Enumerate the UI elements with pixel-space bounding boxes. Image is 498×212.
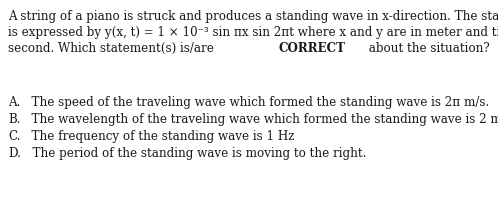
Text: is expressed by y(x, t) = 1 × 10⁻³ sin πx sin 2πt where x and y are in meter and: is expressed by y(x, t) = 1 × 10⁻³ sin π… xyxy=(8,26,498,39)
Text: A.: A. xyxy=(8,96,20,109)
Text: The period of the standing wave is moving to the right.: The period of the standing wave is movin… xyxy=(24,147,366,160)
Text: CORRECT: CORRECT xyxy=(278,42,346,55)
Text: The frequency of the standing wave is 1 Hz: The frequency of the standing wave is 1 … xyxy=(24,130,294,143)
Text: B.: B. xyxy=(8,113,20,126)
Text: The wavelength of the traveling wave which formed the standing wave is 2 m.: The wavelength of the traveling wave whi… xyxy=(24,113,498,126)
Text: C.: C. xyxy=(8,130,20,143)
Text: The speed of the traveling wave which formed the standing wave is 2π m/s.: The speed of the traveling wave which fo… xyxy=(24,96,489,109)
Text: D.: D. xyxy=(8,147,21,160)
Text: about the situation?: about the situation? xyxy=(365,42,490,55)
Text: second. Which statement(s) is/are: second. Which statement(s) is/are xyxy=(8,42,218,55)
Text: A string of a piano is struck and produces a standing wave in x-direction. The s: A string of a piano is struck and produc… xyxy=(8,10,498,23)
